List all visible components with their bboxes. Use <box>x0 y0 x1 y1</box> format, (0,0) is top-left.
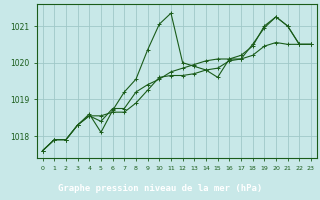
Text: Graphe pression niveau de la mer (hPa): Graphe pression niveau de la mer (hPa) <box>58 184 262 193</box>
